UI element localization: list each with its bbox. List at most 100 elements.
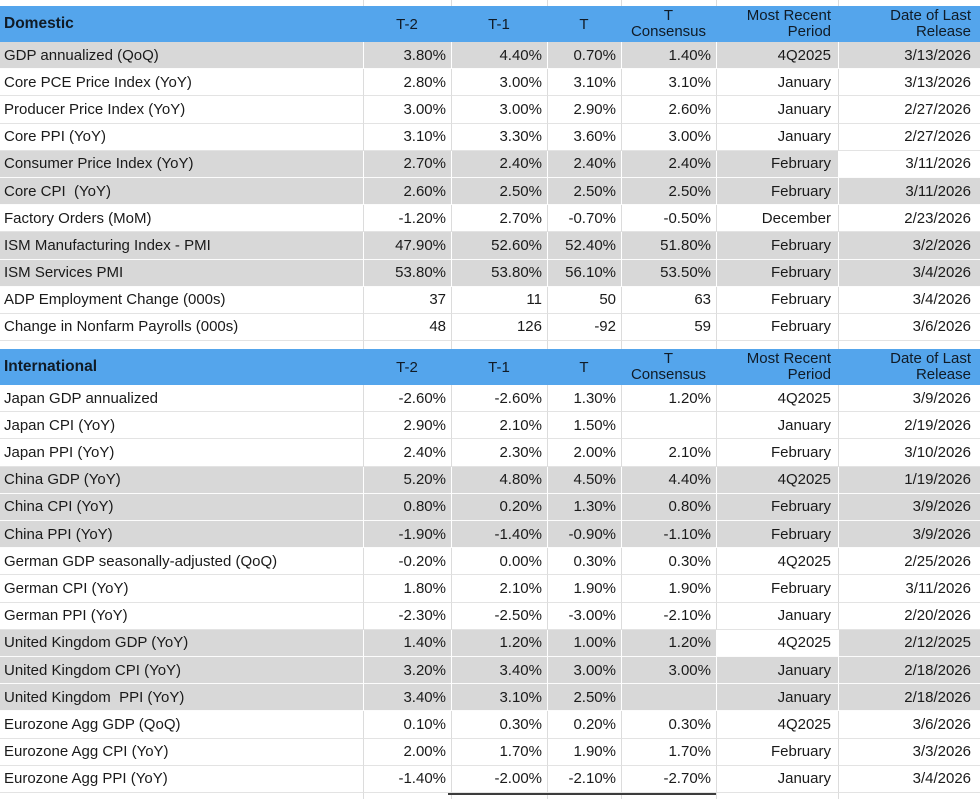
cell-release[interactable]: 3/4/2026: [838, 259, 980, 287]
cell-period[interactable]: January: [716, 602, 838, 630]
cell-t1[interactable]: 4.80%: [451, 466, 547, 494]
cell-label[interactable]: Factory Orders (MoM): [0, 205, 363, 233]
header-release[interactable]: Date of Last Release: [838, 6, 980, 42]
cell-period[interactable]: December: [716, 205, 838, 233]
cell-label[interactable]: Eurozone Agg PPI (YoY): [0, 765, 363, 793]
cell-release[interactable]: 2/27/2026: [838, 96, 980, 124]
cell-consensus[interactable]: 0.80%: [621, 493, 716, 521]
cell-label[interactable]: United Kingdom GDP (YoY): [0, 629, 363, 657]
cell-t[interactable]: 1.90%: [547, 738, 621, 766]
cell-label[interactable]: Japan PPI (YoY): [0, 439, 363, 467]
cell-period[interactable]: January: [716, 69, 838, 97]
cell-release[interactable]: 2/19/2026: [838, 412, 980, 440]
cell-consensus[interactable]: 2.10%: [621, 439, 716, 467]
cell-t2[interactable]: 0.80%: [363, 493, 451, 521]
cell-t1[interactable]: 2.10%: [451, 412, 547, 440]
cell-t1[interactable]: -2.50%: [451, 602, 547, 630]
cell-t1[interactable]: 2.10%: [451, 575, 547, 603]
cell-label[interactable]: Core CPI (YoY): [0, 177, 363, 206]
cell-consensus[interactable]: 4.40%: [621, 466, 716, 494]
cell-consensus[interactable]: 3.00%: [621, 656, 716, 685]
header-consensus[interactable]: T Consensus: [621, 349, 716, 385]
cell-label[interactable]: German PPI (YoY): [0, 602, 363, 630]
cell-t1[interactable]: 0.20%: [451, 493, 547, 521]
cell-t1[interactable]: 3.00%: [451, 96, 547, 124]
cell-consensus[interactable]: 1.70%: [621, 738, 716, 766]
cell-release[interactable]: 3/10/2026: [838, 439, 980, 467]
cell-t1[interactable]: 3.00%: [451, 69, 547, 97]
cell-t[interactable]: 3.10%: [547, 69, 621, 97]
cell-release[interactable]: 3/13/2026: [838, 69, 980, 97]
cell-label[interactable]: Eurozone Agg CPI (YoY): [0, 738, 363, 766]
cell-period[interactable]: February: [716, 493, 838, 521]
cell-t[interactable]: -0.70%: [547, 205, 621, 233]
cell-release[interactable]: 2/18/2026: [838, 684, 980, 712]
cell-period[interactable]: February: [716, 439, 838, 467]
cell-consensus[interactable]: 53.50%: [621, 259, 716, 287]
cell-t2[interactable]: 1.40%: [363, 629, 451, 657]
cell-t2[interactable]: -1.40%: [363, 765, 451, 793]
cell-period[interactable]: 4Q2025: [716, 42, 838, 70]
cell-release[interactable]: 3/6/2026: [838, 711, 980, 739]
header-t2[interactable]: T-2: [363, 6, 451, 42]
cell-t1[interactable]: 3.40%: [451, 656, 547, 685]
cell-release[interactable]: 3/6/2026: [838, 313, 980, 342]
cell-t[interactable]: -2.10%: [547, 765, 621, 793]
cell-release[interactable]: 3/9/2026: [838, 385, 980, 413]
cell-t[interactable]: 1.30%: [547, 385, 621, 413]
cell-release[interactable]: 3/11/2026: [838, 177, 980, 206]
cell-consensus[interactable]: 3.00%: [621, 123, 716, 151]
cell-t[interactable]: 2.40%: [547, 150, 621, 178]
cell-label[interactable]: GDP annualized (QoQ): [0, 42, 363, 70]
cell-period[interactable]: January: [716, 656, 838, 685]
cell-t2[interactable]: 3.20%: [363, 656, 451, 685]
cell-label[interactable]: China PPI (YoY): [0, 521, 363, 549]
header-t1[interactable]: T-1: [451, 6, 547, 42]
cell-period[interactable]: January: [716, 684, 838, 712]
cell-consensus[interactable]: 1.20%: [621, 385, 716, 413]
cell-t[interactable]: 0.20%: [547, 711, 621, 739]
section-title[interactable]: Domestic: [4, 15, 74, 32]
cell-t1[interactable]: 1.70%: [451, 738, 547, 766]
cell-t[interactable]: 4.50%: [547, 466, 621, 494]
cell-t2[interactable]: -2.30%: [363, 602, 451, 630]
cell-t2[interactable]: -1.90%: [363, 521, 451, 549]
cell-consensus[interactable]: 2.50%: [621, 177, 716, 206]
cell-t1[interactable]: 3.30%: [451, 123, 547, 151]
cell-release[interactable]: 3/9/2026: [838, 493, 980, 521]
cell-t[interactable]: 1.00%: [547, 629, 621, 657]
cell-t1[interactable]: 52.60%: [451, 232, 547, 260]
cell-label[interactable]: Eurozone Agg GDP (QoQ): [0, 711, 363, 739]
cell-t2[interactable]: 5.20%: [363, 466, 451, 494]
cell-release[interactable]: 3/11/2026: [838, 150, 980, 178]
cell-period[interactable]: February: [716, 575, 838, 603]
cell-consensus[interactable]: -1.10%: [621, 521, 716, 549]
cell-release[interactable]: 1/19/2026: [838, 466, 980, 494]
cell-consensus[interactable]: -2.10%: [621, 602, 716, 630]
cell-release[interactable]: 2/20/2026: [838, 602, 980, 630]
cell-period[interactable]: 4Q2025: [716, 548, 838, 576]
cell-t1[interactable]: -2.60%: [451, 385, 547, 413]
cell-t[interactable]: 1.50%: [547, 412, 621, 440]
cell-t[interactable]: 56.10%: [547, 259, 621, 287]
header-period[interactable]: Most Recent Period: [716, 6, 838, 42]
cell-consensus[interactable]: -0.50%: [621, 205, 716, 233]
cell-label[interactable]: Core PCE Price Index (YoY): [0, 69, 363, 97]
cell-release[interactable]: 2/18/2026: [838, 656, 980, 685]
cell-t2[interactable]: 3.00%: [363, 96, 451, 124]
cell-t2[interactable]: 0.10%: [363, 711, 451, 739]
cell-t2[interactable]: 47.90%: [363, 232, 451, 260]
cell-label[interactable]: China CPI (YoY): [0, 493, 363, 521]
cell-t2[interactable]: 3.10%: [363, 123, 451, 151]
cell-period[interactable]: January: [716, 412, 838, 440]
cell-t2[interactable]: 3.40%: [363, 684, 451, 712]
cell-release[interactable]: 2/23/2026: [838, 205, 980, 233]
cell-t1[interactable]: 3.10%: [451, 684, 547, 712]
cell-t[interactable]: 0.30%: [547, 548, 621, 576]
cell-consensus[interactable]: 2.40%: [621, 150, 716, 178]
header-release[interactable]: Date of Last Release: [838, 349, 980, 385]
cell-t1[interactable]: -2.00%: [451, 765, 547, 793]
cell-label[interactable]: German GDP seasonally-adjusted (QoQ): [0, 548, 363, 576]
header-t1[interactable]: T-1: [451, 349, 547, 385]
cell-t[interactable]: 3.60%: [547, 123, 621, 151]
